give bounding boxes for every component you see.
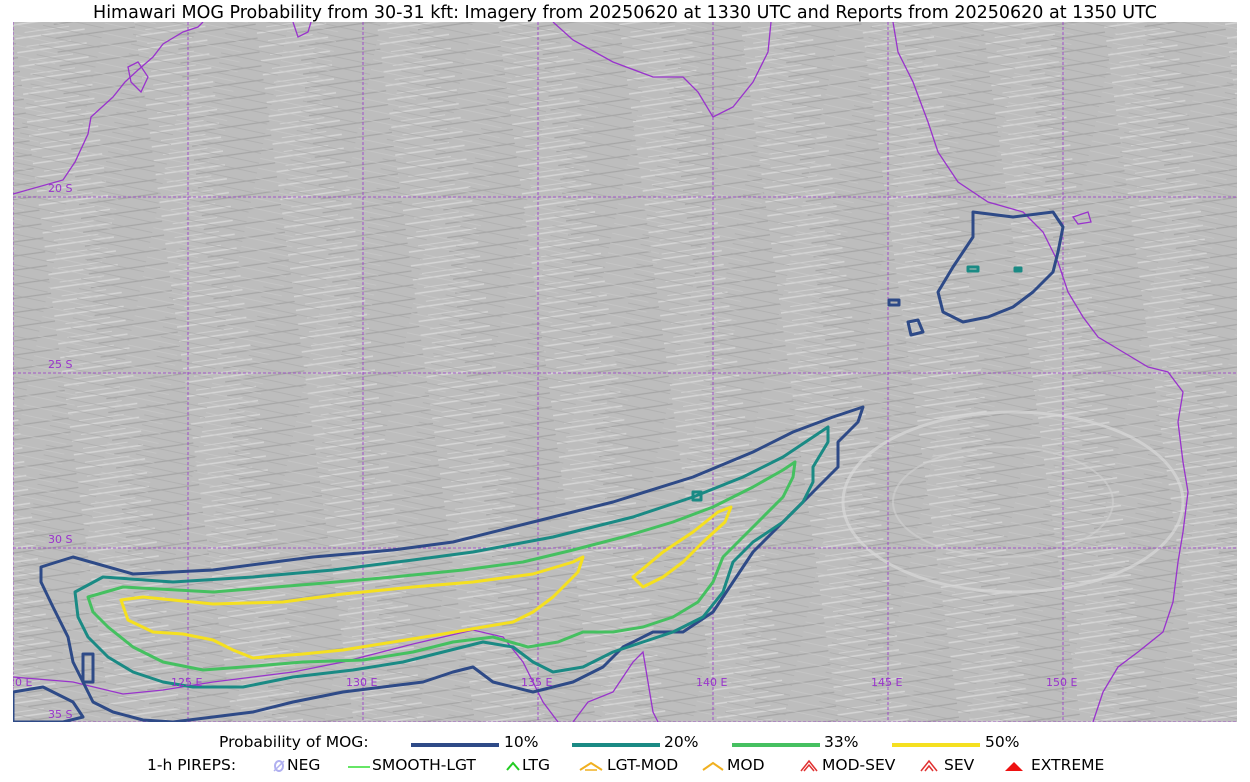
- contour-33pct: [86, 460, 797, 672]
- probability-legend: Probability of MOG: 10% 20% 33% 50%: [0, 733, 1250, 755]
- extreme-icon: [1005, 762, 1023, 771]
- lon-label-150e: 150 E: [1046, 676, 1078, 689]
- imagery-overlay: [13, 22, 1237, 722]
- lgt-mod-icon: [579, 761, 603, 771]
- lon-label-135e: 135 E: [521, 676, 553, 689]
- satellite-map: 20 S 25 S 30 S 35 S 120 E 125 E 130 E 13…: [13, 22, 1237, 722]
- pirep-label-smooth-lgt: SMOOTH-LGT: [372, 756, 476, 774]
- swatch-20pct: [572, 743, 660, 747]
- contour-50pct: [119, 505, 733, 660]
- pirep-label-sev: SEV: [944, 756, 975, 774]
- lon-label-125e: 125 E: [171, 676, 203, 689]
- lon-label-145e: 145 E: [871, 676, 903, 689]
- pirep-legend-label: 1-h PIREPS:: [147, 756, 237, 774]
- map-canvas: [13, 22, 1237, 722]
- pirep-label-extreme: EXTREME: [1031, 756, 1105, 774]
- legend-label-10pct: 10%: [504, 733, 539, 751]
- probability-legend-label: Probability of MOG:: [219, 733, 369, 751]
- lon-label-140e: 140 E: [696, 676, 728, 689]
- mod-icon: [702, 761, 724, 771]
- mod-sev-icon: [800, 759, 818, 772]
- pirep-label-ltg: LTG: [522, 756, 550, 774]
- pirep-label-mod-sev: MOD-SEV: [822, 756, 896, 774]
- swatch-33pct: [732, 743, 820, 747]
- pirep-label-neg: NEG: [287, 756, 321, 774]
- contour-10pct: [13, 210, 1065, 722]
- pirep-label-mod: MOD: [727, 756, 765, 774]
- chart-title: Himawari MOG Probability from 30-31 kft:…: [93, 3, 1157, 23]
- lat-label-30s: 30 S: [48, 533, 73, 546]
- coastline: [13, 22, 1189, 722]
- legend-label-50pct: 50%: [985, 733, 1020, 751]
- ltg-icon: [506, 761, 520, 771]
- lon-label-120e: 120 E: [13, 676, 33, 689]
- contour-20pct: [73, 265, 1023, 689]
- neg-icon: [273, 760, 285, 772]
- lat-label-20s: 20 S: [48, 182, 73, 195]
- sev-icon: [920, 759, 938, 772]
- lat-label-25s: 25 S: [48, 358, 73, 371]
- swatch-50pct: [892, 743, 980, 747]
- pirep-label-lgt-mod: LGT-MOD: [607, 756, 679, 774]
- cloud-swirl-inner: [892, 446, 1114, 558]
- graticule: [13, 22, 1237, 722]
- legend-label-20pct: 20%: [664, 733, 699, 751]
- swatch-10pct: [411, 743, 499, 747]
- legend-label-33pct: 33%: [824, 733, 859, 751]
- lat-label-35s: 35 S: [48, 708, 73, 721]
- pirep-legend: 1-h PIREPS: NEG SMOOTH-LGT LTG LGT-MOD M…: [0, 756, 1250, 778]
- smooth-lgt-icon: [348, 766, 370, 768]
- cloud-swirl: [841, 410, 1185, 594]
- lon-label-130e: 130 E: [346, 676, 378, 689]
